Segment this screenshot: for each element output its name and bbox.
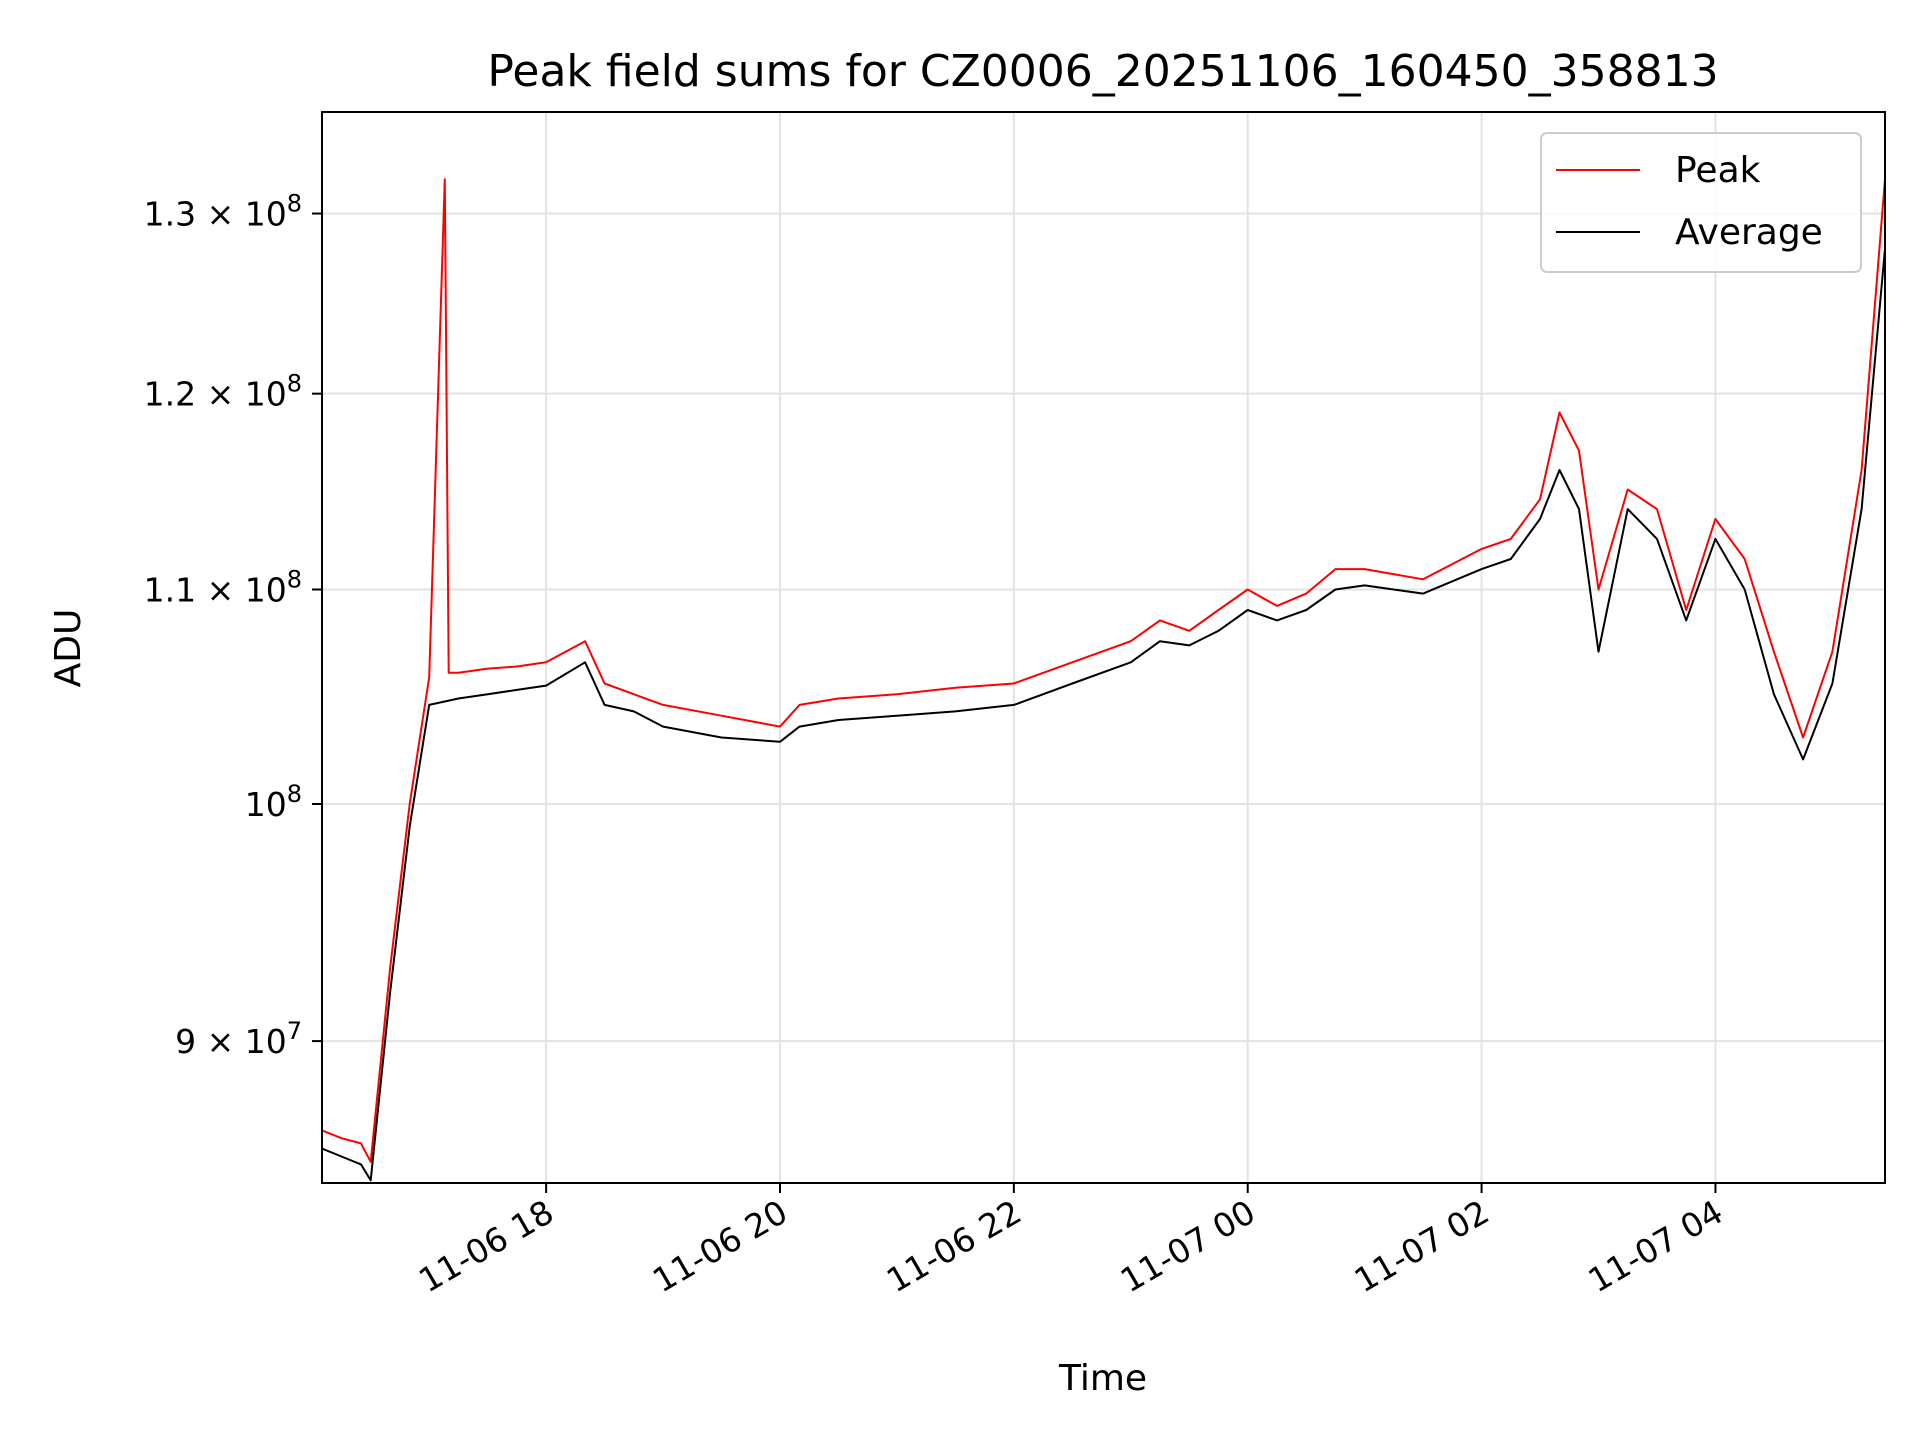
legend-box	[1540, 132, 1862, 273]
x-tick-label: 11-06 20	[646, 1192, 794, 1300]
legend-label-peak: Peak	[1675, 150, 1761, 191]
series-layer	[321, 178, 1886, 1182]
x-tick-label: 11-07 04	[1581, 1192, 1729, 1300]
series-line-average	[321, 248, 1886, 1182]
x-tick-label: 11-07 02	[1348, 1192, 1496, 1300]
y-axis-label: ADU	[48, 609, 89, 688]
x-axis-label: Time	[1058, 1358, 1147, 1399]
y-axis-ticks: 9 × 107 108 1.1 × 108 1.2 × 108 1.3 × 108	[144, 190, 322, 1061]
x-tick-label: 11-07 00	[1114, 1192, 1262, 1300]
chart-title: Peak field sums for CZ0006_20251106_1604…	[487, 46, 1718, 97]
y-tick-label: 1.2 × 108	[144, 370, 302, 414]
plot-frame	[321, 111, 1886, 1184]
legend-label-average: Average	[1675, 212, 1823, 253]
y-tick-label: 108	[245, 780, 302, 824]
y-tick-label: 1.1 × 108	[144, 565, 302, 609]
y-tick-label: 1.3 × 108	[144, 190, 302, 234]
grid	[322, 112, 1885, 1183]
series-line-peak	[321, 178, 1886, 1163]
x-tick-label: 11-06 22	[880, 1192, 1028, 1300]
legend: Peak Average	[1540, 132, 1862, 273]
y-tick-label: 9 × 107	[175, 1017, 302, 1061]
x-axis-ticks: 11-06 18 11-06 20 11-06 22 11-07 00 11-07 02…	[412, 1183, 1729, 1300]
x-tick-label: 11-06 18	[412, 1192, 560, 1300]
